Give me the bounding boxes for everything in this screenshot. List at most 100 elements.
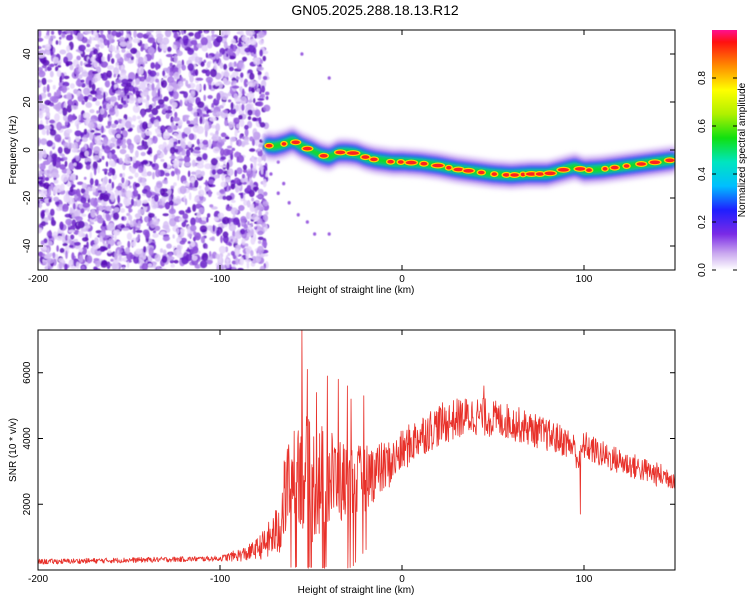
noise-point (108, 167, 114, 173)
noise-point (231, 147, 236, 151)
noise-point (188, 192, 192, 201)
noise-point (246, 260, 250, 269)
noise-point (63, 114, 68, 122)
noise-point (149, 153, 153, 157)
noise-point (257, 98, 265, 101)
noise-point (165, 109, 173, 114)
noise-point (209, 116, 217, 122)
noise-point (182, 114, 190, 118)
noise-point (139, 265, 143, 270)
noise-point (175, 168, 181, 176)
noise-point (201, 252, 209, 262)
noise-point (86, 241, 89, 249)
noise-point (112, 212, 120, 220)
noise-point (107, 249, 112, 254)
noise-point (143, 55, 148, 65)
noise-point (62, 209, 68, 212)
noise-point (215, 253, 220, 260)
noise-point (191, 159, 196, 168)
noise-point (125, 190, 133, 199)
noise-point (187, 141, 192, 148)
noise-point (154, 253, 161, 262)
noise-point (80, 79, 85, 83)
noise-point (240, 228, 246, 235)
noise-point (235, 104, 239, 112)
noise-point (231, 77, 237, 82)
noise-point (106, 65, 115, 70)
noise-point (169, 62, 173, 67)
noise-point (205, 259, 213, 265)
noise-point (180, 228, 185, 233)
noise-point (103, 38, 109, 46)
noise-point (230, 108, 237, 115)
noise-point (244, 47, 251, 53)
noise-point (202, 114, 210, 117)
snr-plot-area (38, 330, 675, 569)
noise-point (166, 85, 174, 92)
noise-point (119, 133, 124, 140)
noise-point (107, 121, 112, 127)
noise-point (70, 208, 76, 214)
noise-point (48, 240, 53, 246)
noise-point (99, 44, 105, 49)
noise-point (166, 243, 172, 249)
noise-point (38, 30, 42, 38)
noise-point (205, 52, 209, 58)
noise-point (153, 119, 160, 128)
noise-point (71, 252, 75, 261)
noise-point (202, 139, 209, 145)
noise-point (117, 241, 122, 246)
noise-point (38, 94, 43, 102)
noise-point (162, 213, 169, 217)
noise-point (225, 176, 231, 183)
noise-point (190, 241, 196, 248)
noise-point (157, 88, 161, 97)
noise-point (78, 248, 84, 253)
ridge-hotspot (387, 159, 394, 164)
snr-y-ticks: 2000 4000 6000 (22, 361, 675, 515)
noise-point (300, 52, 304, 56)
noise-point (57, 61, 61, 66)
noise-point (96, 208, 99, 215)
noise-point (46, 129, 50, 136)
noise-point (212, 146, 220, 154)
noise-point (50, 183, 54, 189)
noise-point (253, 57, 261, 65)
noise-point (213, 216, 220, 222)
noise-point (230, 250, 235, 256)
noise-point (170, 263, 175, 268)
noise-point (55, 66, 59, 72)
noise-point (194, 146, 201, 151)
x-tick-label: 0 (399, 574, 405, 585)
ridge-hotspot (405, 160, 417, 165)
noise-point (141, 132, 145, 139)
noise-point (151, 163, 156, 168)
noise-point (241, 238, 246, 246)
noise-point (57, 30, 62, 36)
noise-point (42, 261, 47, 265)
noise-point (43, 125, 52, 130)
noise-point (84, 63, 93, 68)
noise-point (155, 84, 159, 91)
noise-point (46, 140, 53, 147)
noise-point (62, 107, 68, 116)
noise-point (205, 179, 208, 187)
noise-point (188, 123, 195, 128)
noise-point (97, 190, 103, 193)
noise-point (129, 145, 134, 154)
noise-point (80, 188, 86, 194)
noise-point (103, 91, 106, 101)
noise-point (168, 138, 174, 147)
noise-point (148, 213, 155, 218)
noise-point (78, 74, 83, 79)
noise-point (211, 236, 216, 242)
noise-point (50, 172, 59, 178)
snr-series-line (38, 330, 675, 569)
noise-point (38, 110, 44, 119)
ridge-hotspot (291, 140, 300, 145)
y-tick-label: 40 (22, 48, 33, 60)
noise-point (39, 201, 42, 210)
noise-point (214, 99, 220, 104)
noise-point (138, 165, 144, 173)
noise-point (171, 214, 176, 218)
